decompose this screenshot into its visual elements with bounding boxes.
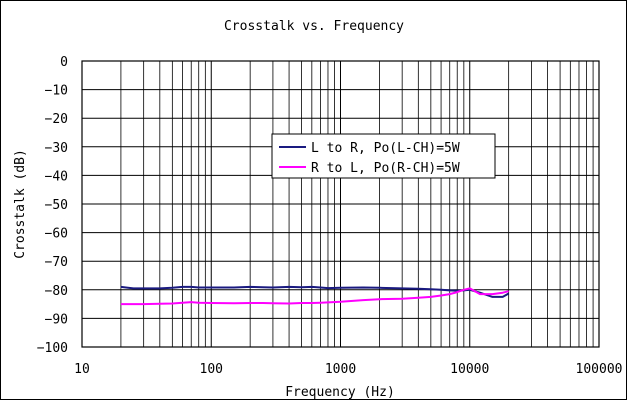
x-axis-tick-labels: 10 100 1000 10000 100000 — [74, 362, 622, 377]
legend-label-2: R to L, Po(R-CH)=5W — [311, 161, 460, 176]
legend: L to R, Po(L-CH)=5W R to L, Po(R-CH)=5W — [271, 133, 496, 179]
x-tick-label: 100 — [200, 362, 223, 377]
y-tick-label: −30 — [45, 141, 68, 156]
x-tick-label: 10 — [74, 362, 90, 377]
y-tick-label: −20 — [45, 112, 68, 127]
y-tick-label: −40 — [45, 169, 68, 184]
data-series — [120, 285, 510, 306]
y-tick-label: −50 — [45, 198, 68, 213]
y-tick-label: −10 — [45, 84, 68, 99]
y-tick-label: −100 — [37, 341, 68, 356]
chart-title: Crosstalk vs. Frequency — [224, 19, 404, 34]
y-tick-label: −60 — [45, 227, 68, 242]
y-axis-label: Crosstalk (dB) — [13, 149, 28, 259]
legend-label-1: L to R, Po(L-CH)=5W — [311, 141, 460, 156]
y-tick-label: −70 — [45, 255, 68, 270]
x-tick-label: 1000 — [325, 362, 356, 377]
x-axis-label: Frequency (Hz) — [285, 385, 395, 400]
plot-area-border — [81, 60, 600, 348]
legend-box — [271, 133, 496, 179]
x-tick-label: 100000 — [576, 362, 623, 377]
series-line-2 — [120, 287, 509, 306]
y-tick-label: −90 — [45, 312, 68, 327]
y-tick-label: −80 — [45, 284, 68, 299]
y-tick-label: 0 — [60, 55, 68, 70]
y-axis-tick-labels: 0 −10 −20 −30 −40 −50 −60 −70 −80 −90 −100 — [37, 55, 68, 356]
x-tick-label: 10000 — [450, 362, 489, 377]
